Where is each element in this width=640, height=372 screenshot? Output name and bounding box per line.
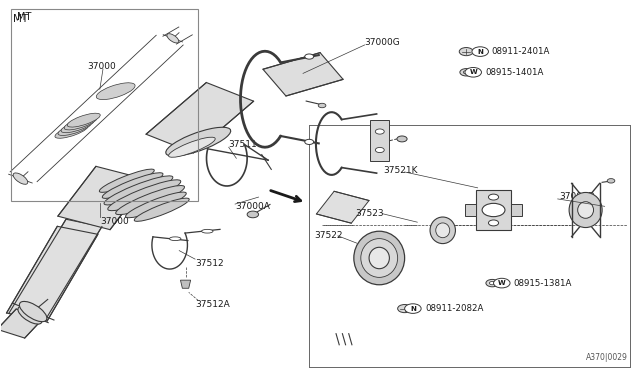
Text: 37511: 37511 [228,140,257,149]
Ellipse shape [102,173,163,198]
Text: 37000D: 37000D [559,192,595,201]
Ellipse shape [18,307,42,324]
Polygon shape [9,219,102,321]
Circle shape [460,48,473,56]
Text: 37512: 37512 [195,259,224,268]
Circle shape [488,194,499,200]
Ellipse shape [354,231,404,285]
Text: 37000: 37000 [100,217,129,225]
Circle shape [318,103,326,108]
Ellipse shape [64,116,97,130]
Bar [476,190,511,230]
Circle shape [305,140,314,144]
Polygon shape [146,83,253,153]
Text: MT: MT [13,14,28,24]
Text: 37000G: 37000G [365,38,401,46]
Text: 08915-1381A: 08915-1381A [513,279,572,288]
Polygon shape [180,280,191,288]
Polygon shape [263,52,343,96]
Ellipse shape [55,124,88,138]
Bar [511,205,522,215]
Text: 08911-2401A: 08911-2401A [492,47,550,56]
Text: N: N [477,49,483,55]
Ellipse shape [67,113,100,127]
Ellipse shape [58,122,91,135]
Circle shape [375,147,384,153]
Text: 37522: 37522 [314,231,342,240]
Polygon shape [0,309,44,338]
Circle shape [486,279,499,287]
Ellipse shape [108,180,180,211]
Text: 37000A: 37000A [235,202,270,211]
Ellipse shape [61,119,94,133]
Ellipse shape [96,83,135,100]
Circle shape [397,136,407,142]
Ellipse shape [99,169,154,192]
Ellipse shape [13,173,28,184]
Text: 37521K: 37521K [383,166,418,175]
Circle shape [490,282,495,285]
Text: 37000: 37000 [87,61,116,71]
Circle shape [607,179,615,183]
Circle shape [488,220,499,226]
Ellipse shape [369,247,389,269]
Circle shape [247,211,259,218]
Text: MT: MT [17,13,31,22]
Ellipse shape [166,127,231,156]
Ellipse shape [116,186,184,215]
Ellipse shape [436,223,450,238]
Circle shape [472,47,488,57]
Ellipse shape [361,238,397,278]
Text: W: W [498,280,506,286]
Bar [465,205,476,215]
Circle shape [305,54,314,59]
Ellipse shape [134,198,189,221]
Circle shape [463,71,469,74]
Text: A370|0029: A370|0029 [586,353,627,362]
Ellipse shape [202,230,213,233]
Circle shape [404,304,421,313]
Circle shape [482,203,505,217]
Text: N: N [410,305,416,312]
Circle shape [493,278,510,288]
Polygon shape [316,191,369,223]
Bar [11,9,198,201]
Circle shape [465,67,481,77]
Polygon shape [58,166,148,230]
Ellipse shape [170,237,181,241]
Bar [371,121,389,161]
Ellipse shape [578,202,593,218]
Circle shape [397,305,412,312]
Text: 37512A: 37512A [195,300,230,310]
Ellipse shape [104,176,173,205]
Ellipse shape [125,192,186,218]
Text: 08915-1401A: 08915-1401A [485,68,543,77]
Ellipse shape [19,301,47,322]
Ellipse shape [167,33,179,43]
Polygon shape [6,226,98,321]
Circle shape [375,129,384,134]
Text: 37523: 37523 [356,209,385,218]
Text: W: W [469,69,477,75]
Ellipse shape [430,217,456,244]
Ellipse shape [168,137,215,157]
Circle shape [460,68,472,76]
Ellipse shape [569,192,602,228]
Text: 08911-2082A: 08911-2082A [426,304,484,313]
